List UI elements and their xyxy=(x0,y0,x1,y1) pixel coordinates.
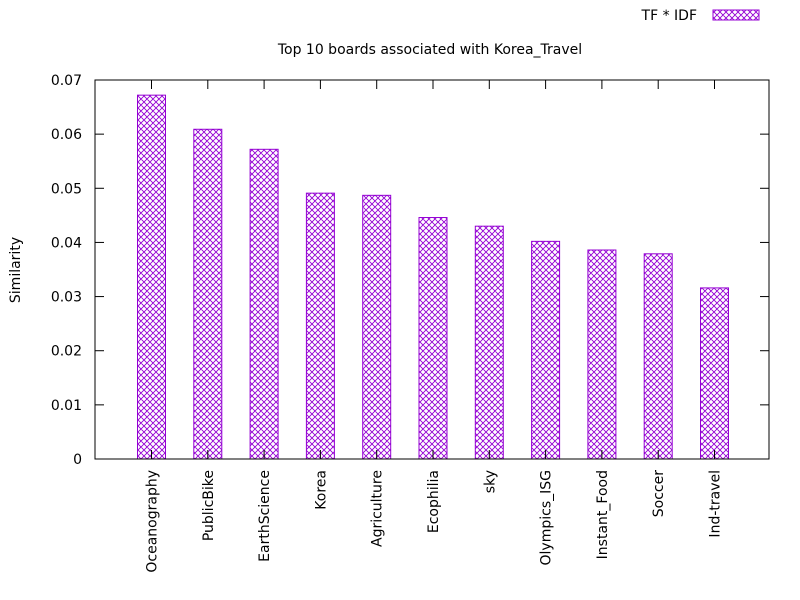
x-tick-label: Korea xyxy=(313,470,329,510)
bar-publicbike xyxy=(193,128,223,460)
x-tick-label: Agriculture xyxy=(370,470,386,547)
bars-group xyxy=(137,94,729,460)
bar-ecophilia xyxy=(418,217,448,460)
x-tick-label: Ecophilia xyxy=(426,470,442,533)
x-tick-label: Soccer xyxy=(651,470,667,517)
bar-soccer xyxy=(643,253,673,460)
x-tick-label: Ind-travel xyxy=(708,470,724,538)
bar-ind-travel xyxy=(700,287,729,460)
legend-label: TF * IDF xyxy=(641,8,697,24)
y-tick-label: 0.03 xyxy=(51,290,82,306)
plot-border xyxy=(94,79,770,460)
y-tick-label: 0 xyxy=(73,452,82,468)
bar-agriculture xyxy=(362,194,392,460)
bar-korea xyxy=(305,192,335,460)
x-tick-label: Olympics_ISG xyxy=(539,470,555,565)
y-tick-label: 0.05 xyxy=(51,181,82,197)
y-axis-ticks: 0 0.01 0.02 0.03 0.04 0.05 0.06 0.07 xyxy=(51,73,769,468)
y-tick-label: 0.07 xyxy=(51,73,82,89)
legend-swatch xyxy=(712,9,760,21)
y-tick-label: 0.06 xyxy=(51,127,82,143)
x-axis-labels: Oceanography PublicBike EarthScience Korea A… xyxy=(145,80,724,573)
legend: TF * IDF xyxy=(641,8,760,24)
x-tick-label: Oceanography xyxy=(145,470,161,573)
x-tick-label: EarthScience xyxy=(257,470,273,562)
x-tick-label: sky xyxy=(482,470,498,493)
y-tick-label: 0.04 xyxy=(51,235,82,251)
bar-instant-food xyxy=(587,249,617,460)
y-tick-label: 0.02 xyxy=(51,344,82,360)
bar-olympics-isg xyxy=(531,240,561,460)
bar-earthscience xyxy=(249,148,279,460)
chart-title: Top 10 boards associated with Korea_Trav… xyxy=(277,42,582,58)
x-tick-label: Instant_Food xyxy=(595,470,611,559)
x-tick-label: PublicBike xyxy=(201,470,217,541)
bar-oceanography xyxy=(137,94,166,460)
bar-sky xyxy=(474,225,504,460)
y-tick-label: 0.01 xyxy=(51,398,82,414)
y-axis-label: Similarity xyxy=(8,237,24,303)
